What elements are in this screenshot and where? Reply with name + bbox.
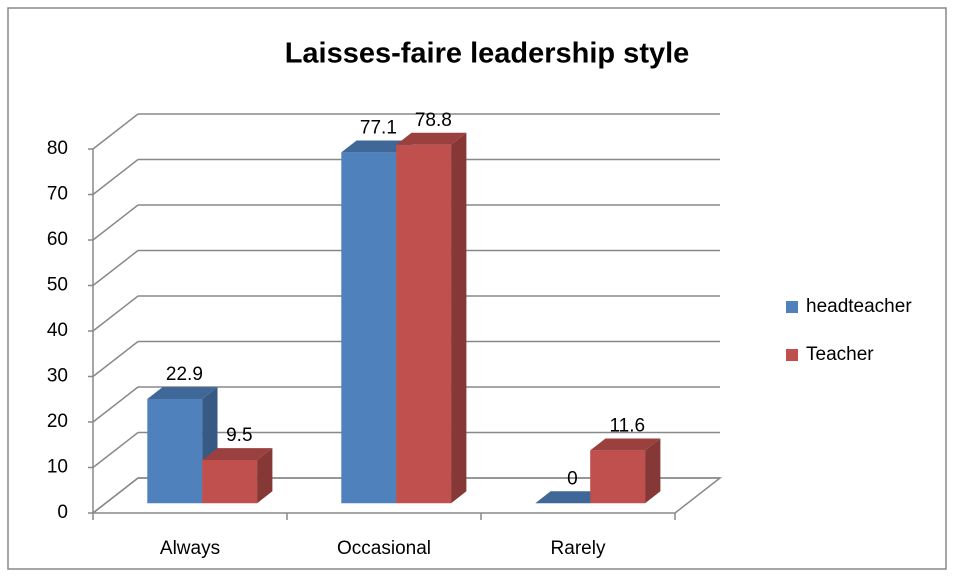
grid-line	[92, 113, 139, 150]
y-tick-label: 10	[47, 457, 68, 478]
bar-top	[341, 140, 412, 153]
y-tick-label: 80	[47, 138, 68, 159]
bar-top	[396, 132, 467, 145]
y-tick-label: 70	[47, 184, 68, 205]
grid-line	[92, 295, 139, 332]
legend-label: Teacher	[806, 344, 874, 365]
grid-line	[92, 204, 139, 241]
bar-side	[451, 132, 467, 504]
data-label: 9.5	[226, 425, 252, 446]
grid-line	[92, 158, 139, 196]
bar-top	[590, 438, 661, 451]
grid-line	[92, 340, 139, 378]
bar-top	[202, 448, 273, 460]
data-label: 0	[567, 468, 578, 489]
bar-front	[396, 144, 452, 504]
bar-front	[341, 152, 397, 504]
data-label: 78.8	[415, 110, 452, 131]
bar-front	[202, 460, 258, 504]
x-tick-label: Occasional	[337, 538, 431, 559]
bar-top	[535, 491, 606, 504]
data-label: 77.1	[360, 118, 397, 139]
y-tick-label: 20	[47, 411, 68, 432]
y-tick-label: 0	[57, 502, 68, 523]
legend-swatch	[786, 301, 798, 313]
bar-front	[147, 399, 203, 504]
data-label: 11.6	[610, 416, 646, 437]
bar-side	[257, 448, 273, 504]
y-tick-label: 60	[47, 229, 68, 250]
y-tick-label: 40	[47, 320, 68, 341]
x-tick-label: Rarely	[551, 538, 606, 559]
bar-front	[590, 450, 646, 504]
grid-line	[92, 249, 139, 287]
grid-line	[92, 477, 139, 514]
bar-side	[645, 438, 661, 504]
grid-line	[92, 386, 139, 423]
grid-line	[92, 431, 139, 469]
y-tick-label: 50	[47, 275, 68, 296]
bar-top	[147, 387, 218, 399]
legend-swatch	[786, 349, 798, 361]
y-tick-label: 30	[47, 366, 68, 387]
legend-label: headteacher	[806, 296, 912, 317]
x-tick-label: Always	[160, 538, 220, 559]
data-label: 22.9	[166, 364, 203, 385]
chart-title: Laisses-faire leadership style	[285, 38, 690, 70]
